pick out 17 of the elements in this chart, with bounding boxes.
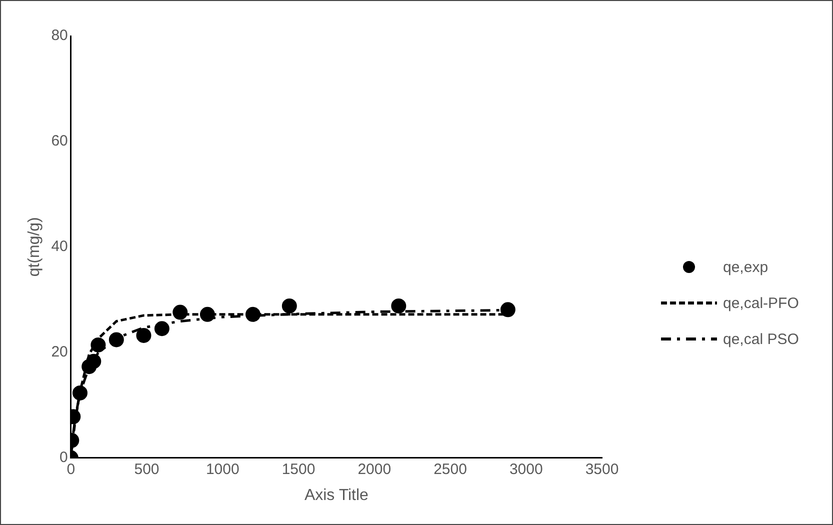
x-tick-label: 3000 xyxy=(509,460,543,478)
legend-label: qe,exp xyxy=(723,258,768,276)
x-tick-label: 1000 xyxy=(206,460,240,478)
legend-label: qe,cal PSO xyxy=(723,330,799,348)
y-tick-label: 40 xyxy=(51,238,68,256)
x-axis-title: Axis Title xyxy=(304,486,369,504)
y-tick-label: 0 xyxy=(60,448,68,466)
x-tick-label: 3500 xyxy=(585,460,619,478)
x-tick-label: 2500 xyxy=(434,460,467,478)
x-tick-label: 2000 xyxy=(358,460,392,478)
y-tick-label: 80 xyxy=(51,27,68,44)
y-tick-label: 60 xyxy=(51,132,68,150)
x-tick-label: 500 xyxy=(134,460,160,478)
y-tick-label: 20 xyxy=(51,343,68,360)
x-tick-label: 1500 xyxy=(282,460,316,478)
legend-label: qe,cal-PFO xyxy=(723,294,799,312)
y-axis-title: qt(mg/g) xyxy=(26,217,44,277)
